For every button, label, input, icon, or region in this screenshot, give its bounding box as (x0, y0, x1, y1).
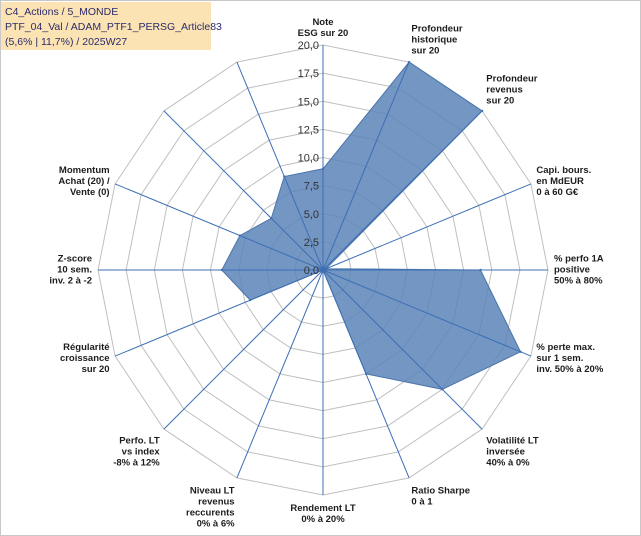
axis-label: Régularité croissance sur 20 (60, 342, 110, 375)
radar-spokes (98, 45, 548, 495)
axis-label-line: inversée (486, 446, 525, 457)
axis-spoke (322, 183, 532, 271)
axis-label: Perfo. LT vs index -8% à 12% (113, 435, 160, 468)
tick-label: 20,0 (298, 40, 319, 52)
axis-label: Volatilité LT inversée 40% à 0% (486, 435, 539, 468)
portfolio-info-box: C4_Actions / 5_MONDE PTF_04_Val / ADAM_P… (1, 2, 222, 50)
axis-label-line: Régularité (63, 342, 109, 353)
axis-spoke (236, 61, 324, 271)
axis-label-line: inv. 50% à 20% (536, 364, 603, 375)
axis-label-line: ESG sur 20 (298, 28, 349, 39)
axis-label-line: historique (411, 35, 457, 46)
axis-label: Note ESG sur 20 (298, 17, 349, 39)
axis-label-line: 50% à 80% (554, 276, 603, 287)
axis-label: Z-score 10 sem. inv. 2 à -2 (49, 254, 92, 287)
radar-tick-labels: 0,0 2,5 5,0 7,5 10,0 12,5 15,0 17,5 20,0 (298, 40, 319, 277)
axis-label: Momentum Achat (20) / Vente (0) (58, 165, 110, 198)
tick-label: 12,5 (298, 124, 319, 136)
tick-label: 2,5 (304, 237, 319, 249)
axis-label-line: sur 1 sem. (536, 353, 583, 364)
axis-spoke (163, 269, 324, 430)
axis-label-line: revenus (198, 496, 234, 507)
axis-label-line: vs index (122, 446, 161, 457)
axis-label-line: 0% à 20% (301, 514, 345, 525)
axis-label-line: -8% à 12% (113, 457, 160, 468)
axis-label-line: Ratio Sharpe (411, 485, 470, 496)
axis-label: Profondeur historique sur 20 (411, 24, 462, 57)
axis-label-line: revenus (486, 85, 522, 96)
axis-label-line: sur 20 (486, 96, 514, 107)
tick-label: 15,0 (298, 96, 319, 108)
axis-label-line: Vente (0) (70, 187, 110, 198)
axis-label-line: 40% à 0% (486, 457, 530, 468)
axis-label-line: inv. 2 à -2 (49, 276, 92, 287)
axis-label-line: Capi. bours. (536, 165, 591, 176)
axis-label: Capi. bours. en MdEUR 0 à 60 G€ (536, 165, 591, 198)
axis-label-line: Perfo. LT (119, 435, 160, 446)
axis-label-line: sur 20 (411, 46, 439, 57)
axis-label-line: 10 sem. (57, 265, 92, 276)
axis-label-line: Profondeur (411, 24, 462, 35)
axis-label-line: en MdEUR (536, 176, 584, 187)
axis-label-line: reccurents (186, 507, 235, 518)
axis-label-line: Note (312, 17, 333, 28)
axis-spoke (322, 269, 410, 479)
axis-label-line: Rendement LT (290, 503, 355, 514)
axis-label-line: 0 à 1 (411, 496, 433, 507)
axis-spoke (322, 269, 483, 430)
axis-spoke (163, 110, 324, 271)
axis-spoke (236, 269, 324, 479)
axis-label-line: croissance (60, 353, 110, 364)
axis-label-line: Z-score (58, 254, 92, 265)
axis-label-line: 0 à 60 G€ (536, 187, 578, 198)
tick-label: 10,0 (298, 153, 319, 165)
axis-label-line: Niveau LT (190, 485, 235, 496)
axis-label: Niveau LT revenus reccurents 0% à 6% (186, 485, 235, 529)
axis-spoke (322, 61, 410, 271)
info-line-stats: (5,6% | 11,7%) / 2025W27 (5, 36, 128, 48)
info-line-category: C4_Actions / 5_MONDE (5, 6, 119, 18)
axis-label-line: Volatilité LT (486, 435, 539, 446)
axis-spoke (322, 110, 483, 271)
axis-label-line: Momentum (59, 165, 110, 176)
radar-data (220, 60, 522, 391)
axis-label: Profondeur revenus sur 20 (486, 74, 537, 107)
info-line-portfolio: PTF_04_Val / ADAM_PTF1_PERSG_Article83 (5, 21, 222, 33)
radar-axis-labels: Note ESG sur 20 Profondeur historique sur 20… (49, 17, 603, 529)
axis-label: % perte max. sur 1 sem. inv. 50% à 20% (536, 342, 603, 375)
axis-spoke (322, 269, 532, 357)
axis-label-line: positive (554, 265, 590, 276)
series-area (221, 61, 522, 390)
tick-label: 7,5 (304, 181, 319, 193)
axis-label-line: Profondeur (486, 74, 537, 85)
axis-spoke (114, 183, 324, 271)
axis-label-line: % perte max. (536, 342, 595, 353)
axis-label: Rendement LT 0% à 20% (290, 503, 355, 525)
axis-label-line: sur 20 (82, 364, 110, 375)
tick-label: 0,0 (304, 265, 319, 277)
axis-label-line: Achat (20) / (58, 176, 110, 187)
axis-label-line: % perfo 1A (554, 254, 604, 265)
axis-spoke (114, 269, 324, 357)
tick-label: 17,5 (298, 68, 319, 80)
axis-label: % perfo 1A positive 50% à 80% (554, 254, 604, 287)
axis-label-line: 0% à 6% (197, 518, 236, 529)
axis-label: Ratio Sharpe 0 à 1 (411, 485, 470, 507)
tick-label: 5,0 (304, 209, 319, 221)
